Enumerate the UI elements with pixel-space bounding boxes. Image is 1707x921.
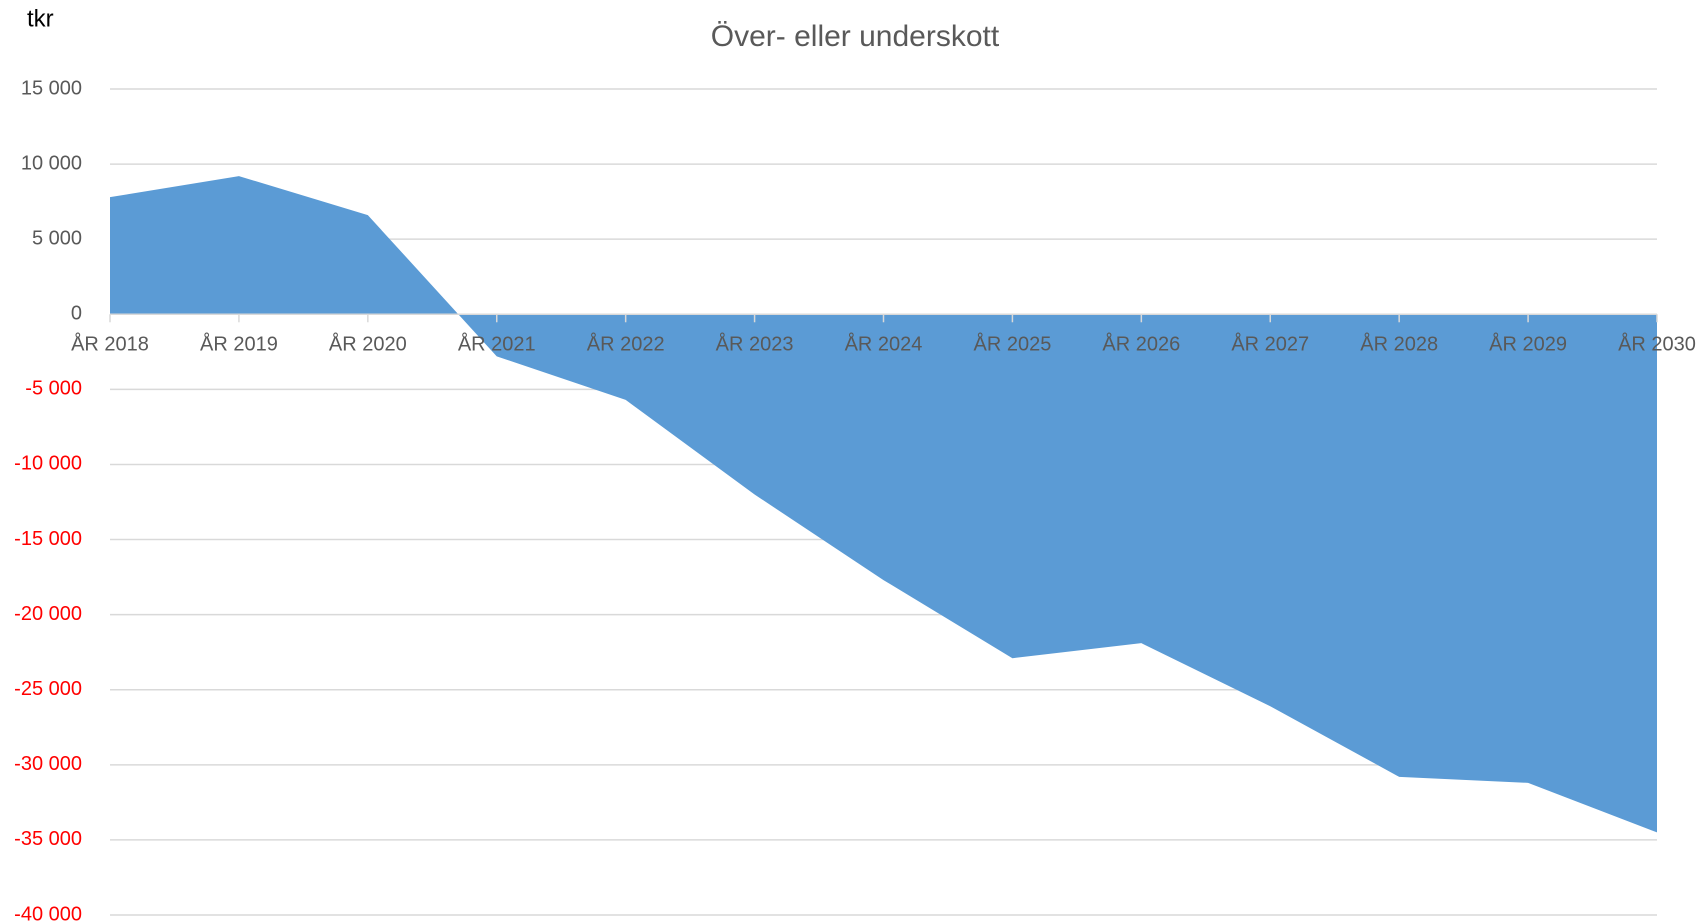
x-tick-label: ÅR 2027: [1231, 333, 1309, 356]
y-tick-label: 0: [71, 303, 82, 325]
x-tick-label: ÅR 2023: [716, 333, 794, 356]
y-tick-label: -30 000: [14, 753, 82, 775]
x-tick-label: ÅR 2026: [1102, 333, 1180, 356]
x-tick-label: ÅR 2019: [200, 333, 278, 356]
x-tick-label: ÅR 2029: [1489, 333, 1567, 356]
y-tick-label: 10 000: [21, 152, 82, 174]
y-tick-label: -25 000: [14, 678, 82, 700]
y-tick-label: 15 000: [21, 77, 82, 99]
x-tick-label: ÅR 2030: [1618, 333, 1696, 356]
y-tick-label: -35 000: [14, 828, 82, 850]
y-tick-label: -5 000: [25, 378, 82, 400]
x-tick-label: ÅR 2020: [329, 333, 407, 356]
x-tick-label: ÅR 2022: [587, 333, 665, 356]
x-tick-label: ÅR 2024: [845, 333, 923, 356]
y-tick-label: -20 000: [14, 603, 82, 625]
chart-title: Över- eller underskott: [711, 20, 1000, 53]
y-tick-label: -15 000: [14, 528, 82, 550]
y-tick-label: -10 000: [14, 453, 82, 475]
x-tick-label: ÅR 2028: [1360, 333, 1438, 356]
x-tick-label: ÅR 2021: [458, 333, 536, 356]
x-tick-label: ÅR 2018: [71, 333, 149, 356]
area: [110, 176, 1657, 833]
x-tick-label: ÅR 2025: [973, 333, 1051, 356]
y-tick-label: 5 000: [32, 227, 82, 249]
y-axis-label: tkr: [27, 5, 54, 32]
y-tick-label: -40 000: [14, 903, 82, 921]
